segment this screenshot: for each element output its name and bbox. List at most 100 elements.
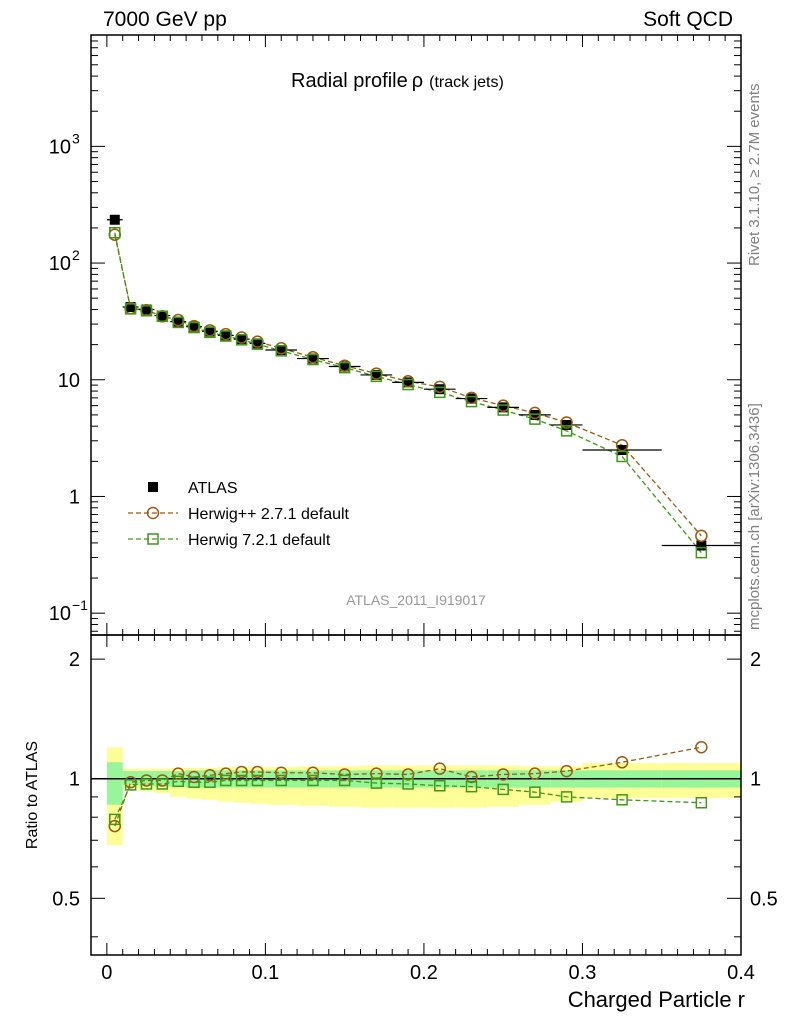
mc-point-main	[188, 321, 200, 334]
legend-marker	[146, 506, 160, 520]
mc-point-ratio	[433, 762, 447, 775]
mc-point-ratio	[695, 796, 708, 809]
mc-point-main	[402, 378, 414, 391]
atlas-point	[371, 369, 382, 380]
x-tick-label: 0	[101, 962, 112, 984]
series-lines	[114, 232, 702, 827]
ratio-tick-label: 2	[69, 649, 80, 671]
atlas-point	[125, 302, 136, 313]
atlas-point	[204, 326, 215, 337]
ratio-tick-label-right: 1	[750, 769, 761, 791]
data-markers	[106, 214, 741, 833]
mc-point-main	[156, 310, 169, 323]
mc-point-ratio	[171, 767, 185, 780]
mc-point-main	[465, 395, 478, 408]
ratio-tick-label-right: 0.5	[750, 888, 778, 910]
mc-point-ratio	[370, 767, 383, 780]
mc-point-ratio	[251, 765, 264, 779]
mc-point-ratio	[251, 774, 264, 787]
ratio-plot-frame	[90, 634, 742, 956]
ratio-tick-label: 0.5	[52, 888, 80, 910]
atlas-point	[696, 540, 707, 551]
atlas-point	[403, 377, 414, 388]
atlas-point	[236, 334, 247, 345]
x-tick-label: 0.3	[569, 962, 597, 984]
mc-point-main	[204, 326, 216, 339]
mc-point-ratio	[370, 777, 383, 789]
mc-point-main	[307, 353, 319, 366]
atlas-point	[466, 393, 477, 404]
legend-marker	[147, 533, 159, 545]
ratio-uncertainty-bands	[106, 747, 741, 846]
mc-point-ratio	[172, 775, 184, 788]
x-axis-label: Charged Particle r	[568, 987, 745, 1012]
mc-point-ratio	[140, 778, 153, 790]
atlas-point	[157, 310, 168, 321]
mc-point-ratio	[695, 741, 708, 754]
y-tick-exponent: 2	[72, 247, 80, 263]
mc-point-ratio	[560, 764, 573, 778]
mc-point-main	[615, 438, 629, 452]
mc-point-main	[235, 334, 248, 346]
mc-point-main	[220, 330, 232, 342]
mc-point-ratio	[616, 794, 628, 806]
y-tick-exponent: −1	[72, 597, 88, 613]
atlas-point	[434, 384, 445, 395]
mc-point-main	[529, 413, 541, 425]
mc-point-ratio	[306, 766, 320, 780]
mc-point-main	[560, 425, 573, 437]
mc-point-ratio	[497, 783, 509, 796]
mc-point-main	[370, 370, 383, 383]
mc-point-ratio	[235, 774, 248, 787]
y-tick-label: 10	[58, 370, 80, 392]
atlas-point	[339, 361, 350, 372]
mc-point-ratio	[434, 780, 446, 792]
legend-label: Herwig++ 2.7.1 default	[188, 506, 350, 523]
mc-point-ratio	[615, 756, 629, 769]
mc-point-main	[434, 386, 446, 399]
mc-point-ratio	[402, 778, 414, 790]
mc-point-main	[275, 345, 287, 357]
mc-point-ratio	[109, 813, 121, 826]
y-tick-label: 1	[69, 486, 80, 508]
mc-point-main	[497, 404, 509, 416]
atlas-point	[189, 321, 200, 332]
mc-point-ratio	[496, 768, 510, 781]
mc-point-ratio	[465, 780, 478, 793]
legend: ATLAS Herwig++ 2.7.1 default Herwig 7.2.1 …	[128, 480, 350, 549]
atlas-point	[220, 330, 231, 341]
mc-point-ratio	[307, 774, 319, 787]
plot-title-symbol: ρ	[412, 70, 423, 92]
mc-point-main	[172, 316, 184, 329]
x-tick-label: 0.2	[410, 962, 438, 984]
ratio-y-axis-label: Ratio to ATLAS	[24, 741, 41, 849]
header-right-label: Soft QCD	[643, 8, 733, 31]
atlas-point	[109, 214, 120, 225]
y-tick-label: 10	[49, 253, 71, 275]
mc-point-main	[528, 406, 542, 420]
mc-point-ratio	[465, 770, 478, 784]
mc-point-ratio	[528, 767, 542, 780]
mc-point-main	[251, 338, 264, 350]
mc-point-ratio	[560, 791, 573, 803]
mc-point-ratio	[235, 765, 248, 779]
mc-point-ratio	[203, 769, 217, 782]
series-line-main-1	[114, 234, 702, 537]
mc-point-ratio	[529, 786, 541, 798]
atlas-point	[307, 353, 318, 364]
y-tick-exponent: 3	[72, 130, 80, 146]
plot-title-suffix: (track jets)	[429, 74, 504, 91]
series-line-main-2	[114, 232, 702, 554]
atlas-point	[252, 338, 263, 349]
legend-marker	[148, 482, 158, 492]
plot-title: Radial profile ρ (track jets)	[291, 70, 504, 92]
mc-point-main	[140, 305, 153, 317]
atlas-point	[529, 409, 540, 420]
mc-point-main	[109, 226, 121, 239]
atlas-point	[141, 304, 152, 315]
analysis-id-label: ATLAS_2011_I919017	[346, 592, 486, 608]
mc-point-main	[338, 361, 351, 374]
x-tick-label: 0.1	[251, 962, 279, 984]
